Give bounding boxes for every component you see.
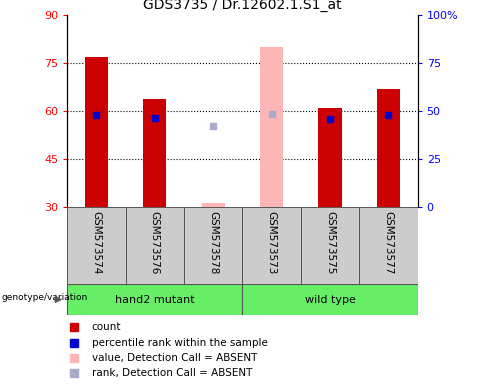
Text: value, Detection Call = ABSENT: value, Detection Call = ABSENT xyxy=(92,353,257,363)
Bar xyxy=(143,99,167,207)
FancyBboxPatch shape xyxy=(126,207,184,284)
Bar xyxy=(260,47,283,207)
FancyBboxPatch shape xyxy=(242,284,418,315)
FancyBboxPatch shape xyxy=(67,284,242,315)
Text: GSM573578: GSM573578 xyxy=(208,211,218,275)
Text: wild type: wild type xyxy=(305,295,355,305)
FancyBboxPatch shape xyxy=(359,207,418,284)
Bar xyxy=(377,89,400,207)
Bar xyxy=(318,108,342,207)
Bar xyxy=(84,57,108,207)
Bar xyxy=(202,203,225,207)
Text: GSM573575: GSM573575 xyxy=(325,211,335,275)
Text: hand2 mutant: hand2 mutant xyxy=(115,295,194,305)
Text: count: count xyxy=(92,322,121,332)
FancyBboxPatch shape xyxy=(242,207,301,284)
FancyBboxPatch shape xyxy=(301,207,359,284)
Text: rank, Detection Call = ABSENT: rank, Detection Call = ABSENT xyxy=(92,368,252,378)
Text: GSM573577: GSM573577 xyxy=(384,211,394,275)
Text: GSM573573: GSM573573 xyxy=(266,211,276,275)
FancyBboxPatch shape xyxy=(184,207,242,284)
Text: genotype/variation: genotype/variation xyxy=(1,293,87,303)
Text: GSM573574: GSM573574 xyxy=(91,211,101,275)
Title: GDS3735 / Dr.12602.1.S1_at: GDS3735 / Dr.12602.1.S1_at xyxy=(143,0,342,12)
FancyBboxPatch shape xyxy=(67,207,126,284)
Text: percentile rank within the sample: percentile rank within the sample xyxy=(92,338,268,348)
Text: GSM573576: GSM573576 xyxy=(150,211,160,275)
